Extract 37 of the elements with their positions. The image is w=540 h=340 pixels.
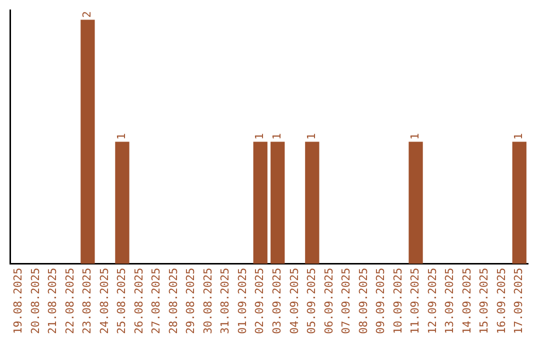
x-tick-label: 05.09.2025: [305, 268, 318, 334]
data-label: 2: [80, 11, 94, 18]
data-label: 1: [305, 133, 318, 140]
data-label: 1: [270, 133, 284, 140]
x-tick-label: 25.08.2025: [115, 268, 128, 334]
x-tick-label: 24.08.2025: [98, 268, 111, 334]
x-tick-label: 01.09.2025: [236, 268, 249, 334]
x-tick-label: 28.08.2025: [166, 268, 180, 334]
x-tick-label: 14.09.2025: [460, 268, 474, 334]
x-tick-label: 23.08.2025: [80, 268, 94, 334]
x-tick-label: 22.08.2025: [63, 268, 76, 334]
x-tick-label: 11.09.2025: [408, 268, 422, 334]
x-tick-label: 13.09.2025: [443, 268, 456, 334]
x-tick-label: 08.09.2025: [356, 268, 370, 334]
data-label: 1: [408, 133, 422, 140]
x-tick-label: 12.09.2025: [426, 268, 439, 334]
x-tick-label: 26.08.2025: [132, 268, 146, 334]
x-tick-label: 02.09.2025: [253, 268, 266, 334]
x-tick-label: 06.09.2025: [322, 268, 336, 334]
x-tick-label: 07.09.2025: [340, 268, 353, 334]
x-tick-label: 03.09.2025: [270, 268, 284, 334]
x-tick-label: 20.08.2025: [28, 268, 42, 334]
x-tick-label: 27.08.2025: [150, 268, 163, 334]
data-label: 1: [253, 133, 266, 140]
x-tick-label: 15.09.2025: [478, 268, 491, 334]
data-label: 1: [512, 133, 526, 140]
x-tick-label: 19.08.2025: [11, 268, 24, 334]
x-tick-label: 09.09.2025: [374, 268, 388, 334]
data-label: 1: [115, 133, 128, 140]
x-tick-label: 21.08.2025: [46, 268, 60, 334]
x-tick-label: 31.08.2025: [218, 268, 232, 334]
x-tick-label: 04.09.2025: [288, 268, 301, 334]
x-tick-label: 30.08.2025: [201, 268, 214, 334]
x-tick-label: 10.09.2025: [391, 268, 404, 334]
x-tick-label: 29.08.2025: [184, 268, 198, 334]
x-tick-label: 16.09.2025: [494, 268, 508, 334]
x-tick-label: 17.09.2025: [512, 268, 526, 334]
